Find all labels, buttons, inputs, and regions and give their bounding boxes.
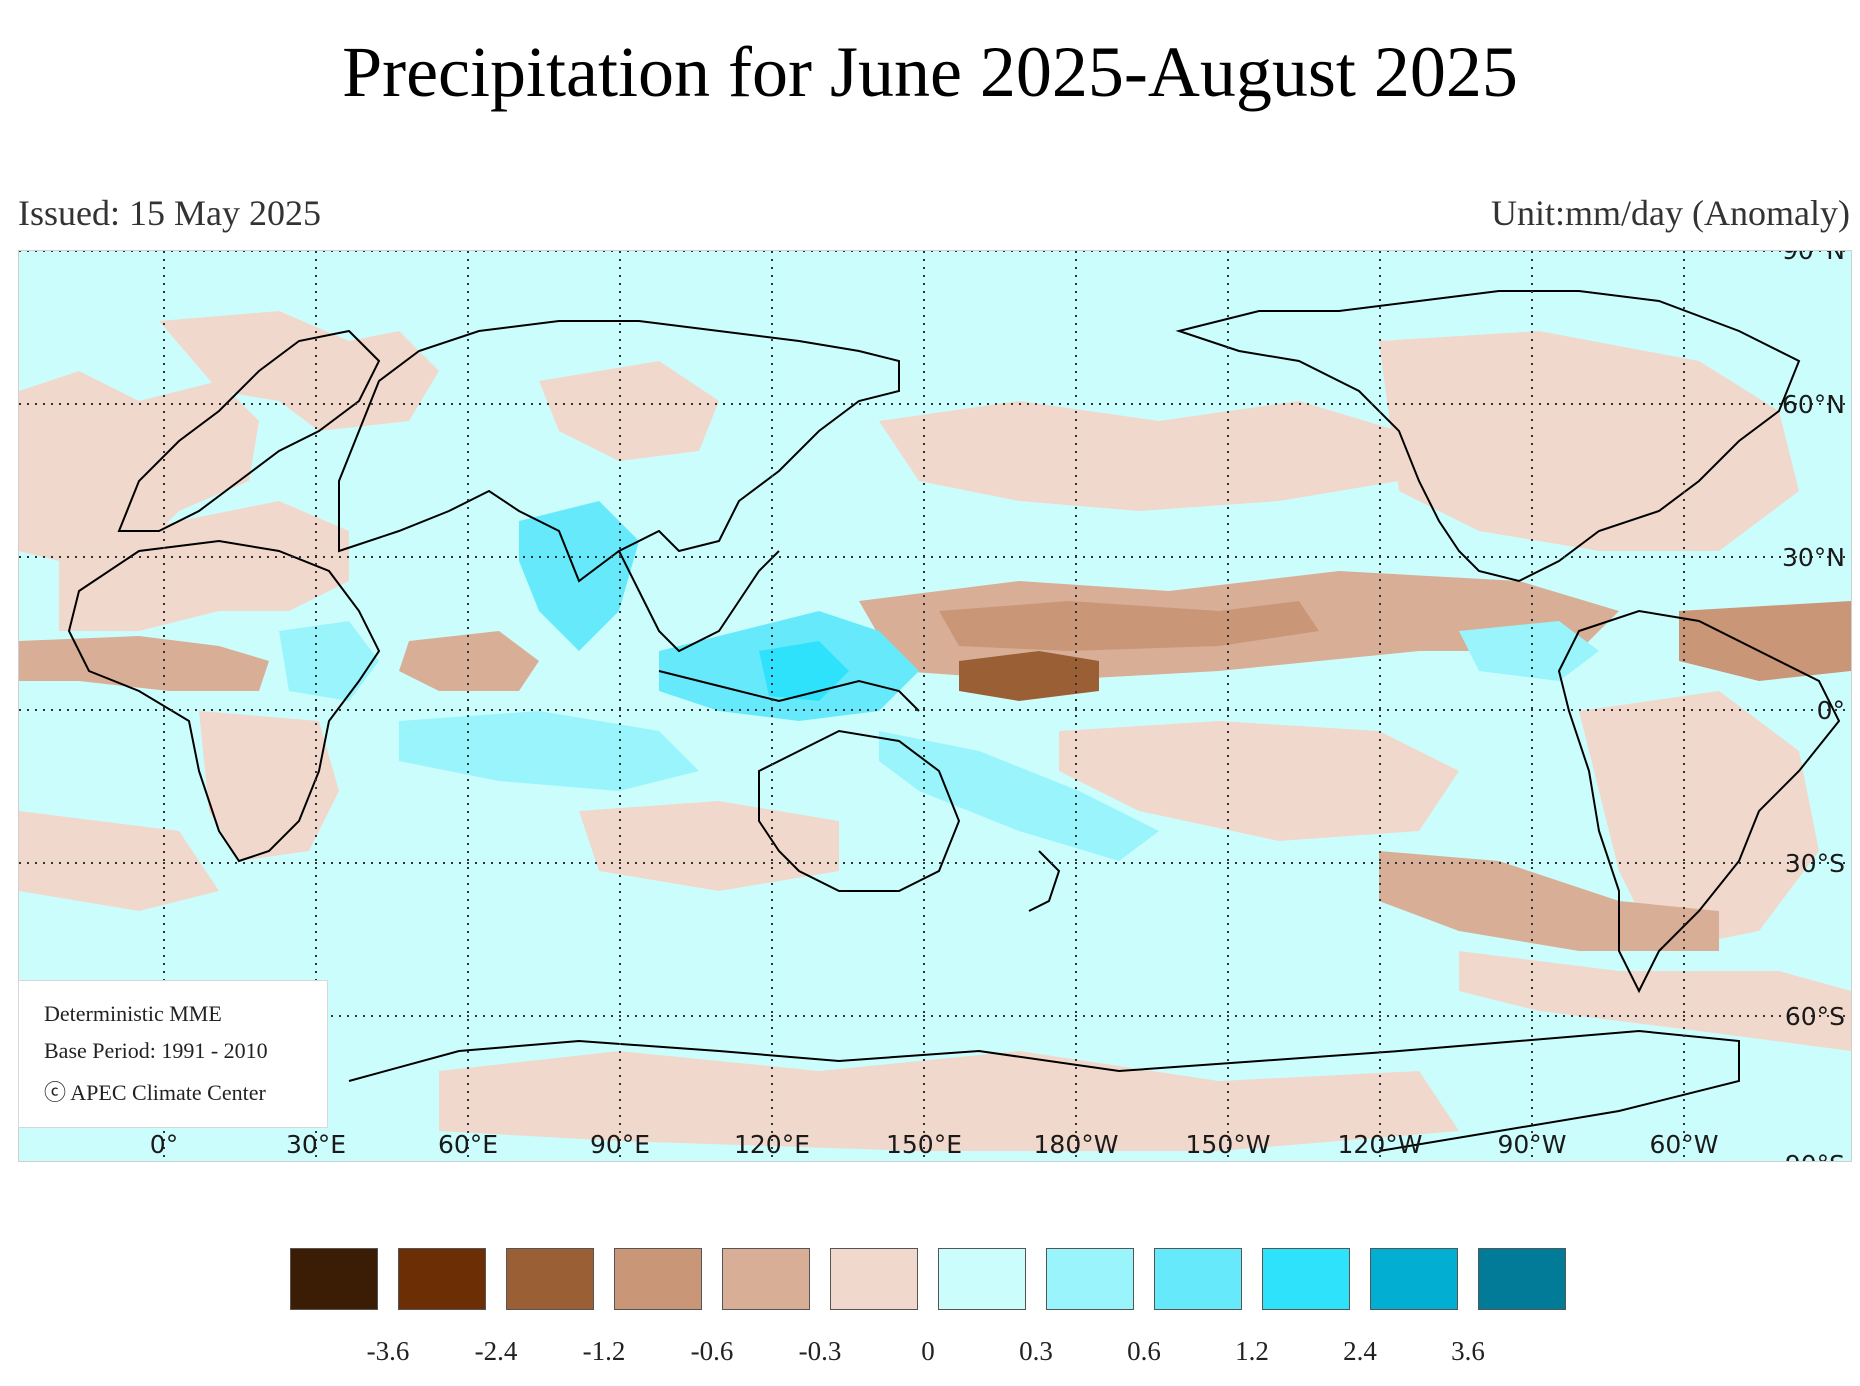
coastline-indonesia	[658, 670, 920, 712]
lat-label-60s: 60°S	[1785, 1002, 1845, 1031]
legend-swatch-5	[722, 1248, 810, 1310]
coastlines	[67, 290, 1841, 1152]
legend-tick: 2.4	[1343, 1336, 1377, 1366]
lon-label-120e: 120°E	[734, 1130, 810, 1159]
lat-label-90s: 90°S	[1785, 1150, 1845, 1161]
dry-region-south-pacific	[1059, 721, 1459, 841]
dry-region-atlantic-itcz	[1679, 601, 1851, 681]
legend-tick: -0.3	[798, 1336, 842, 1366]
lon-label-30e: 30°E	[286, 1130, 346, 1159]
lon-label-150e: 150°E	[886, 1130, 962, 1159]
lon-label-90w: 90°W	[1497, 1130, 1566, 1159]
legend-tick: -2.4	[474, 1336, 518, 1366]
legend-swatch-6	[830, 1248, 918, 1310]
unit-label: Unit:mm/day (Anomaly)	[1491, 193, 1850, 233]
dry-region-north-pacific	[879, 401, 1399, 511]
anomaly-layer	[19, 311, 1851, 1151]
legend-tick: 3.6	[1451, 1336, 1485, 1366]
legend-tick: 0.3	[1019, 1336, 1053, 1366]
dry-region-antarctic-rim	[439, 1051, 1459, 1151]
coastline-south-america	[1557, 609, 1841, 994]
lat-label-30s: 30°S	[1785, 849, 1845, 878]
wet-region-central-america	[1459, 621, 1599, 681]
legend-swatch-11	[1370, 1248, 1458, 1310]
legend-swatch-4	[614, 1248, 702, 1310]
dry-region-west-africa-band	[19, 636, 269, 691]
legend-swatch-1	[290, 1248, 378, 1310]
dry-region-europe	[159, 311, 439, 431]
dry-region-central-asia	[539, 361, 719, 461]
coastline-southeast-asia	[618, 550, 780, 653]
legend-tick: -0.6	[690, 1336, 734, 1366]
dry-region-australia-south	[579, 801, 839, 891]
legend-tick: -1.2	[582, 1336, 626, 1366]
dry-region-africa-north	[59, 501, 349, 631]
lon-label-60e: 60°E	[438, 1130, 498, 1159]
wet-region-maritime-core	[759, 641, 849, 701]
wet-region-east-africa	[279, 621, 379, 701]
dry-region-north-atlantic	[19, 371, 259, 561]
legend-swatch-2	[398, 1248, 486, 1310]
longitude-labels: 0° 30°E 60°E 90°E 120°E 150°E 180°W 150°…	[150, 1130, 1719, 1159]
dry-region-southern-ocean	[1459, 951, 1851, 1051]
model-name: Deterministic MME	[44, 1001, 222, 1026]
legend-swatch-8	[1046, 1248, 1134, 1310]
wet-region-india	[519, 501, 639, 651]
dry-region-north-america	[1379, 331, 1799, 551]
wet-region-spcz	[879, 731, 1159, 861]
latitude-labels: 90°N 60°N 30°N 0° 30°S 60°S 90°S	[1782, 251, 1845, 1161]
color-legend: -3.6 -2.4 -1.2 -0.6 -0.3 0 0.3 0.6 1.2 2…	[290, 1248, 1590, 1368]
model-info-box: Deterministic MME Base Period: 1991 - 20…	[18, 980, 328, 1128]
issued-date: Issued: 15 May 2025	[18, 193, 321, 233]
legend-tick: 0	[921, 1336, 935, 1366]
lat-label-90n: 90°N	[1782, 251, 1845, 265]
base-period: Base Period: 1991 - 2010	[44, 1038, 268, 1063]
dry-region-south-atlantic	[19, 811, 219, 911]
dry-region-equatorial-pacific	[959, 651, 1099, 701]
coastline-arabia-asia	[338, 320, 900, 583]
legend-tick: -3.6	[366, 1336, 410, 1366]
map-canvas: 0° 30°E 60°E 90°E 120°E 150°E 180°W 150°…	[19, 251, 1851, 1161]
dry-region-south-america	[1579, 691, 1819, 951]
coastline-europe	[117, 329, 381, 532]
legend-tick: 1.2	[1235, 1336, 1269, 1366]
coastline-north-america	[1175, 290, 1801, 583]
dry-region-itcz-pacific-core	[939, 601, 1319, 651]
wet-region-indian-ocean-south	[399, 711, 699, 791]
coastline-antarctica	[348, 1029, 1740, 1152]
coastline-africa	[67, 539, 381, 863]
lon-label-90e: 90°E	[590, 1130, 650, 1159]
lon-label-120w: 120°W	[1338, 1130, 1423, 1159]
lon-label-0: 0°	[150, 1130, 178, 1159]
legend-swatch-9	[1154, 1248, 1242, 1310]
lon-label-150w: 150°W	[1186, 1130, 1271, 1159]
legend-swatch-12	[1478, 1248, 1566, 1310]
legend-swatch-10	[1262, 1248, 1350, 1310]
dry-region-africa-south	[199, 711, 339, 861]
lat-label-60n: 60°N	[1782, 390, 1845, 419]
lat-label-equator: 0°	[1817, 696, 1845, 725]
lon-label-60w: 60°W	[1649, 1130, 1718, 1159]
map-title: Precipitation for June 2025-August 2025	[342, 32, 1518, 112]
coastline-australia	[758, 729, 961, 892]
legend-tick: 0.6	[1127, 1336, 1161, 1366]
legend-swatch-7	[938, 1248, 1026, 1310]
lon-label-180w: 180°W	[1034, 1130, 1119, 1159]
lat-label-30n: 30°N	[1782, 543, 1845, 572]
dry-region-southeast-pacific-band	[1379, 851, 1719, 951]
copyright-notice: ⓒ APEC Climate Center	[44, 1080, 266, 1105]
coastline-new-zealand	[1028, 850, 1061, 912]
legend-swatch-3	[506, 1248, 594, 1310]
